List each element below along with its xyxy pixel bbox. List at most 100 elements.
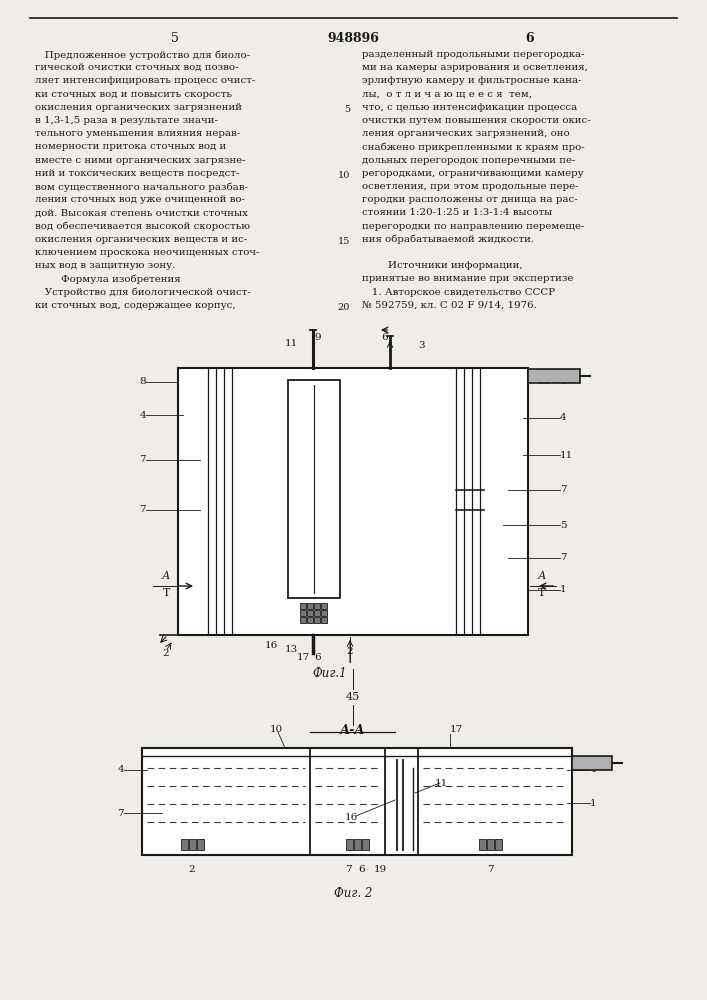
- Text: вод обеспечивается высокой скоростью: вод обеспечивается высокой скоростью: [35, 222, 250, 231]
- Text: 19: 19: [373, 864, 387, 874]
- Text: 5: 5: [344, 105, 350, 114]
- Bar: [307, 610, 313, 616]
- Text: дой. Высокая степень очистки сточных: дой. Высокая степень очистки сточных: [35, 208, 248, 217]
- Bar: [572, 756, 612, 770]
- Text: ключением проскока неочищенных сточ-: ключением проскока неочищенных сточ-: [35, 248, 259, 257]
- Bar: [189, 839, 196, 850]
- Text: 14: 14: [298, 385, 312, 394]
- Bar: [495, 839, 502, 850]
- Text: 17: 17: [296, 652, 310, 662]
- Bar: [479, 839, 486, 850]
- Bar: [321, 617, 327, 623]
- Text: ний и токсических веществ посредст-: ний и токсических веществ посредст-: [35, 169, 240, 178]
- Text: 10: 10: [295, 424, 308, 432]
- Text: в 1,3-1,5 раза в результате значи-: в 1,3-1,5 раза в результате значи-: [35, 116, 218, 125]
- Text: А: А: [162, 571, 170, 581]
- Text: 1: 1: [560, 585, 566, 594]
- Bar: [142, 748, 572, 855]
- Text: лы,  о т л и ч а ю щ е е с я  тем,: лы, о т л и ч а ю щ е е с я тем,: [362, 90, 532, 99]
- Bar: [300, 610, 306, 616]
- Text: стоянии 1:20-1:25 и 1:3-1:4 высоты: стоянии 1:20-1:25 и 1:3-1:4 высоты: [362, 208, 552, 217]
- Text: гической очистки сточных вод позво-: гической очистки сточных вод позво-: [35, 63, 238, 72]
- Text: разделенный продольными перегородка-: разделенный продольными перегородка-: [362, 50, 585, 59]
- Bar: [528, 369, 580, 383]
- Text: вом существенного начального разбав-: вом существенного начального разбав-: [35, 182, 248, 192]
- Text: ления органических загрязнений, оно: ления органических загрязнений, оно: [362, 129, 570, 138]
- Bar: [307, 617, 313, 623]
- Text: Фиг. 2: Фиг. 2: [334, 887, 372, 900]
- Bar: [300, 603, 306, 609]
- Text: Т: Т: [163, 588, 170, 598]
- Text: регородками, ограничивающими камеру: регородками, ограничивающими камеру: [362, 169, 583, 178]
- Bar: [178, 368, 528, 635]
- Text: 5: 5: [171, 32, 179, 45]
- Text: 948896: 948896: [327, 32, 379, 45]
- Text: снабжено прикрепленными к краям про-: снабжено прикрепленными к краям про-: [362, 142, 585, 152]
- Bar: [300, 617, 306, 623]
- Text: очистки путем повышения скорости окис-: очистки путем повышения скорости окис-: [362, 116, 591, 125]
- Text: 1. Авторское свидетельство СССР: 1. Авторское свидетельство СССР: [362, 288, 555, 297]
- Text: 18: 18: [538, 377, 551, 386]
- Bar: [487, 839, 494, 850]
- Text: ки сточных вод и повысить скорость: ки сточных вод и повысить скорость: [35, 90, 232, 99]
- Text: Формула изобретения: Формула изобретения: [35, 274, 180, 284]
- Text: принятые во внимание при экспертизе: принятые во внимание при экспертизе: [362, 274, 573, 283]
- Text: 9: 9: [315, 334, 321, 342]
- Text: 15: 15: [338, 237, 350, 246]
- Text: Т: Т: [538, 588, 545, 598]
- Text: 7: 7: [560, 486, 566, 494]
- Text: эрлифтную камеру и фильтросные кана-: эрлифтную камеру и фильтросные кана-: [362, 76, 582, 85]
- Text: 6: 6: [315, 652, 321, 662]
- Bar: [307, 603, 313, 609]
- Bar: [354, 839, 361, 850]
- Text: окисления органических веществ и ис-: окисления органических веществ и ис-: [35, 235, 247, 244]
- Bar: [197, 839, 204, 850]
- Text: 6: 6: [381, 334, 388, 342]
- Text: 13: 13: [285, 645, 298, 654]
- Bar: [321, 610, 327, 616]
- Text: 1: 1: [590, 798, 597, 808]
- Bar: [362, 839, 369, 850]
- Text: ми на камеры аэрирования и осветления,: ми на камеры аэрирования и осветления,: [362, 63, 588, 72]
- Text: 7: 7: [560, 554, 566, 562]
- Text: 7: 7: [139, 456, 146, 464]
- Bar: [314, 610, 320, 616]
- Text: 2: 2: [346, 647, 354, 656]
- Text: 6: 6: [526, 32, 534, 45]
- Text: вместе с ними органических загрязне-: вместе с ними органических загрязне-: [35, 156, 245, 165]
- Text: окисления органических загрязнений: окисления органических загрязнений: [35, 103, 242, 112]
- Text: 4: 4: [139, 410, 146, 420]
- Text: 16: 16: [265, 641, 279, 650]
- Text: что, с целью интенсификации процесса: что, с целью интенсификации процесса: [362, 103, 577, 112]
- Text: 7: 7: [345, 864, 351, 874]
- Bar: [346, 839, 353, 850]
- Text: перегородки по направлению перемеще-: перегородки по направлению перемеще-: [362, 222, 585, 231]
- Text: 3: 3: [418, 342, 425, 351]
- Text: ки сточных вод, содержащее корпус,: ки сточных вод, содержащее корпус,: [35, 301, 235, 310]
- Text: номерности притока сточных вод и: номерности притока сточных вод и: [35, 142, 226, 151]
- Text: ляет интенсифицировать процесс очист-: ляет интенсифицировать процесс очист-: [35, 76, 255, 85]
- Text: 8: 8: [560, 377, 566, 386]
- Bar: [288, 380, 340, 598]
- Bar: [314, 603, 320, 609]
- Text: 8: 8: [139, 377, 146, 386]
- Text: 11: 11: [285, 340, 298, 349]
- Text: 7: 7: [139, 506, 146, 514]
- Text: 4: 4: [117, 766, 124, 774]
- Text: 45: 45: [346, 692, 360, 702]
- Text: 15: 15: [320, 458, 333, 468]
- Text: № 592759, кл. С 02 F 9/14, 1976.: № 592759, кл. С 02 F 9/14, 1976.: [362, 301, 537, 310]
- Text: дольных перегородок поперечными пе-: дольных перегородок поперечными пе-: [362, 156, 575, 165]
- Text: Источники информации,: Источники информации,: [362, 261, 522, 270]
- Text: осветления, при этом продольные пере-: осветления, при этом продольные пере-: [362, 182, 578, 191]
- Text: ления сточных вод уже очищенной во-: ления сточных вод уже очищенной во-: [35, 195, 245, 204]
- Text: 11: 11: [435, 778, 448, 788]
- Text: 4: 4: [590, 766, 597, 774]
- Text: 17: 17: [450, 726, 463, 734]
- Text: Предложенное устройство для биоло-: Предложенное устройство для биоло-: [35, 50, 250, 60]
- Text: 2: 2: [163, 648, 169, 658]
- Text: 5: 5: [560, 520, 566, 530]
- Text: 10: 10: [338, 171, 350, 180]
- Text: А: А: [538, 571, 547, 581]
- Text: 16: 16: [345, 814, 358, 822]
